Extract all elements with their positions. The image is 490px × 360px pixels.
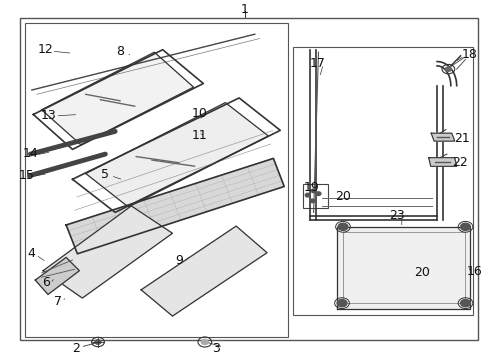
Text: 21: 21 (454, 132, 469, 145)
Bar (303, 184, 328, 208)
Text: 7: 7 (54, 295, 62, 308)
Text: 10: 10 (192, 107, 208, 120)
Text: 2: 2 (72, 342, 80, 355)
Text: 13: 13 (41, 109, 57, 122)
Circle shape (316, 192, 321, 195)
Text: 12: 12 (37, 43, 53, 56)
Polygon shape (42, 52, 194, 145)
Text: 5: 5 (101, 168, 109, 181)
Text: 23: 23 (389, 209, 405, 222)
Circle shape (445, 67, 451, 71)
Text: 19: 19 (303, 181, 319, 194)
Text: 4: 4 (27, 247, 35, 260)
Circle shape (201, 339, 208, 345)
Text: 8: 8 (116, 45, 124, 58)
Circle shape (461, 223, 470, 230)
Polygon shape (337, 227, 470, 309)
Polygon shape (141, 226, 267, 316)
Text: 20: 20 (335, 190, 351, 203)
Circle shape (311, 189, 316, 193)
Text: 11: 11 (192, 129, 208, 141)
Polygon shape (431, 133, 455, 141)
Text: 6: 6 (42, 276, 49, 289)
Text: 1: 1 (241, 3, 249, 15)
Circle shape (461, 300, 470, 307)
Polygon shape (86, 103, 269, 207)
Text: 16: 16 (466, 265, 482, 278)
Polygon shape (429, 158, 457, 166)
Circle shape (338, 223, 348, 230)
Polygon shape (66, 158, 284, 254)
Text: 17: 17 (310, 57, 325, 69)
Bar (343, 232, 465, 303)
Circle shape (95, 340, 101, 344)
Text: 15: 15 (19, 169, 35, 182)
Text: 3: 3 (212, 342, 220, 355)
Text: 18: 18 (462, 48, 477, 61)
Circle shape (305, 193, 310, 197)
Text: 9: 9 (175, 255, 183, 267)
Circle shape (310, 199, 315, 203)
Circle shape (337, 300, 347, 307)
Text: 14: 14 (23, 147, 38, 160)
Bar (20, 18, 478, 340)
Text: 20: 20 (415, 266, 430, 279)
Bar (293, 47, 473, 315)
Polygon shape (35, 257, 79, 294)
Bar (25, 23, 288, 337)
Polygon shape (43, 206, 172, 298)
Text: 22: 22 (452, 156, 467, 169)
